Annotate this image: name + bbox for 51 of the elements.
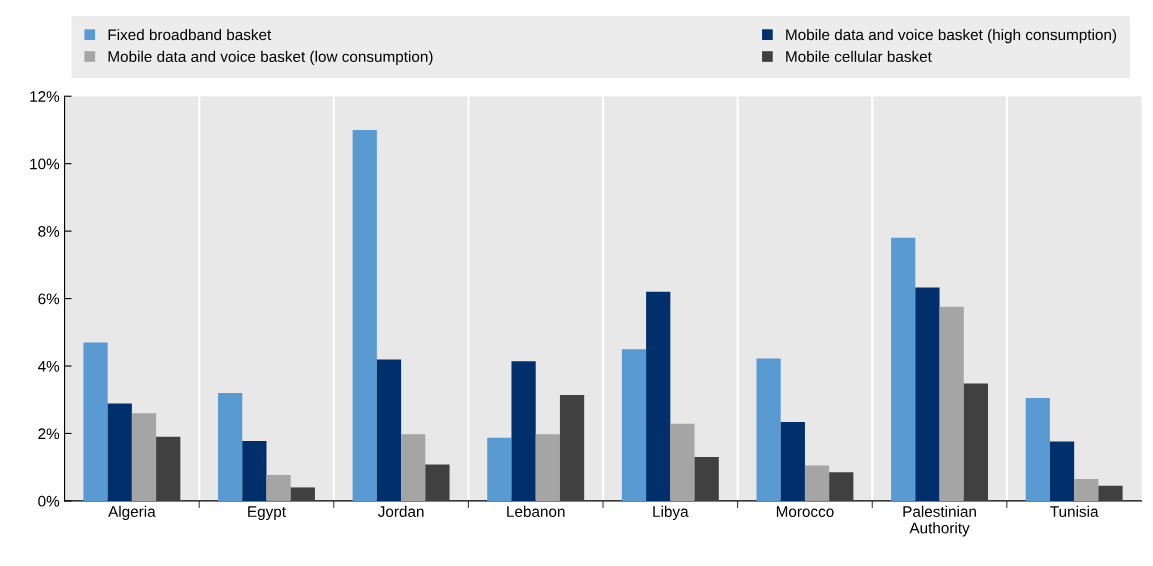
bar [131,413,157,501]
bar [694,457,719,501]
legend-label: Mobile data and voice basket (low consumption) [108,50,433,66]
bar [646,291,671,501]
bar [1098,485,1123,501]
bar [559,395,585,501]
bar [156,436,181,501]
bar [266,474,291,501]
legend-label: Mobile cellular basket [786,50,932,63]
y-tick-label: 10% [30,158,60,170]
bar [401,434,426,501]
bar [621,349,647,501]
bar [1025,398,1050,501]
x-tick-label: Algeria [108,505,156,521]
bar [1074,478,1099,501]
y-tick-label: 8% [38,225,60,237]
x-tick-label: Libya [653,505,689,521]
legend-label: Fixed broadband basket [108,28,272,41]
bar [352,129,377,501]
x-tick-label: Lebanon [507,505,565,517]
bar [242,440,267,501]
y-tick-label: 12% [30,91,60,102]
bar [535,434,560,501]
bar [891,237,916,501]
y-tick-label: 0% [38,495,60,507]
bar [376,359,402,501]
bar [915,287,940,501]
bar [829,472,854,501]
x-tick-label: Morocco [776,506,834,517]
bar [107,403,132,501]
bar [963,383,989,501]
x-tick-label: Tunisia [1050,505,1099,517]
bar [511,361,536,501]
bar [939,306,964,501]
x-tick-label: Palestinian Authority [903,505,976,537]
bar [425,464,450,501]
y-tick-label: 4% [37,360,60,372]
bar [780,422,805,501]
x-tick-label: Egypt [248,506,286,521]
y-tick-label: 2% [38,428,60,440]
bar [804,465,830,501]
legend-label: Mobile data and voice basket (high consumption) [786,28,1117,44]
bar [83,342,108,501]
bar [290,487,315,501]
bar [670,423,695,501]
bar [756,358,781,501]
bar [487,437,512,501]
bar [218,392,243,501]
bar [1049,441,1075,501]
y-tick-label: 6% [38,293,60,305]
x-tick-label: Jordan [377,505,424,517]
